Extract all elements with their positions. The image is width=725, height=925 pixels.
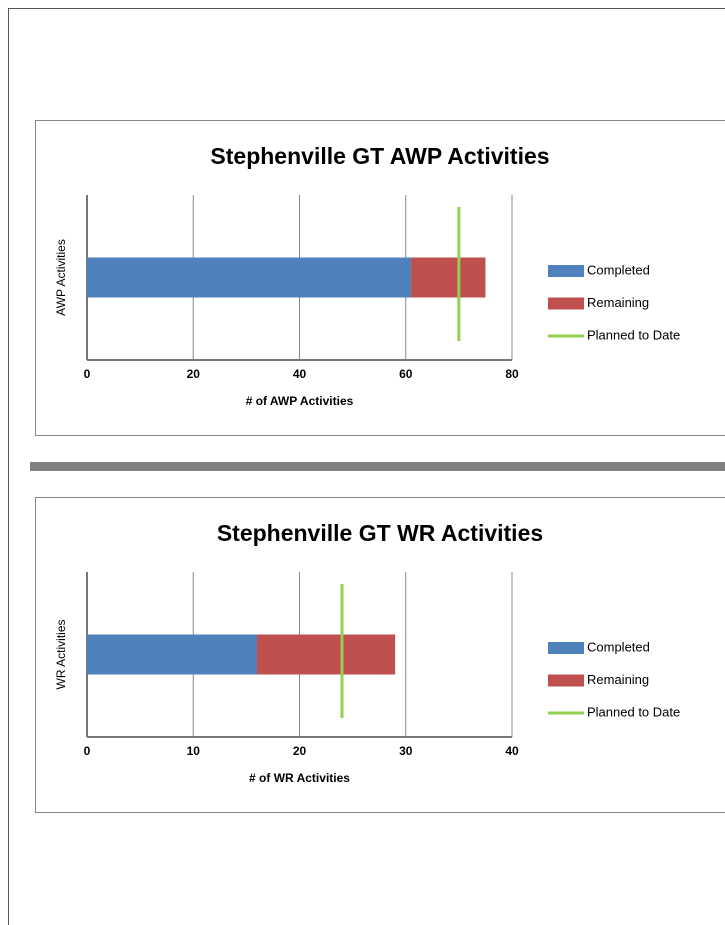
legend-label: Planned to Date <box>587 327 680 342</box>
x-tick-label: 10 <box>187 744 201 758</box>
x-tick-label: 40 <box>505 744 519 758</box>
bar-segment <box>87 257 412 298</box>
x-tick-label: 40 <box>293 367 307 381</box>
bar-segment <box>257 634 396 675</box>
separator <box>30 462 725 471</box>
bar-segment <box>87 634 257 675</box>
chart-title: Stephenville GT AWP Activities <box>210 143 549 169</box>
x-tick-label: 0 <box>84 744 91 758</box>
y-axis-label: AWP Activities <box>54 239 68 316</box>
bar-segment <box>411 257 486 298</box>
x-tick-label: 80 <box>505 367 519 381</box>
x-tick-label: 0 <box>84 367 91 381</box>
x-axis-label: # of WR Activities <box>249 771 350 785</box>
x-axis-label: # of AWP Activities <box>246 394 354 408</box>
x-tick-label: 20 <box>293 744 307 758</box>
legend-label: Planned to Date <box>587 704 680 719</box>
legend-swatch <box>548 674 584 687</box>
legend-swatch <box>548 297 584 310</box>
legend-swatch <box>548 642 584 654</box>
x-tick-label: 20 <box>187 367 201 381</box>
chart-title: Stephenville GT WR Activities <box>217 520 543 546</box>
x-tick-label: 30 <box>399 744 413 758</box>
legend-swatch <box>548 265 584 277</box>
legend-label: Remaining <box>587 672 649 687</box>
x-tick-label: 60 <box>399 367 413 381</box>
legend-label: Remaining <box>587 295 649 310</box>
y-axis-label: WR Activities <box>54 619 68 689</box>
legend-label: Completed <box>587 639 650 654</box>
legend-label: Completed <box>587 262 650 277</box>
